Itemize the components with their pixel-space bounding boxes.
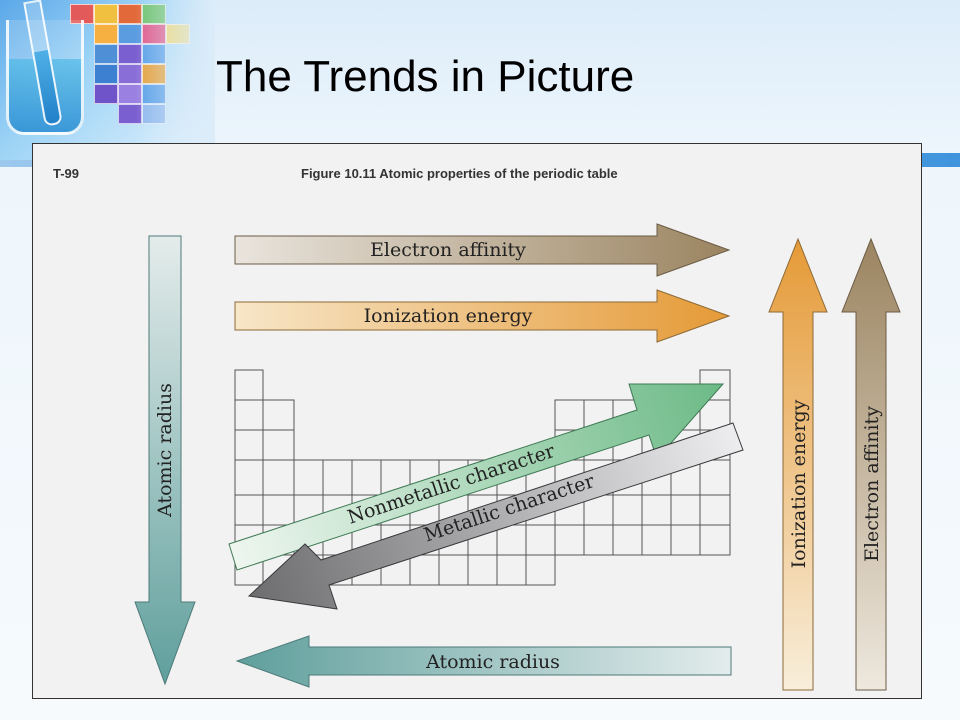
atomic-radius-arrow-horizontal: Atomic radius <box>235 635 732 688</box>
figure-panel: Electron affinity Ionization energy Atom… <box>32 143 922 699</box>
electron-affinity-arrow-vertical: Electron affinity <box>841 237 901 691</box>
ionization-energy-arrow-horizontal: Ionization energy <box>234 289 731 343</box>
figure-caption: Figure 10.11 Atomic properties of the pe… <box>301 166 618 181</box>
corner-fade <box>135 0 215 160</box>
chemistry-corner-image <box>0 0 215 160</box>
ionization-energy-label: Ionization energy <box>364 305 533 327</box>
atomic-radius-label-vertical: Atomic radius <box>154 383 176 518</box>
slide-title: The Trends in Picture <box>216 52 635 101</box>
atomic-radius-arrow-vertical: Atomic radius <box>134 235 196 686</box>
electron-affinity-label: Electron affinity <box>370 239 526 261</box>
figure-id: T-99 <box>53 166 80 181</box>
electron-affinity-arrow-horizontal: Electron affinity <box>234 223 731 277</box>
electron-affinity-label-vertical: Electron affinity <box>861 406 883 562</box>
atomic-radius-label-horizontal: Atomic radius <box>425 651 560 673</box>
ionization-energy-label-vertical: Ionization energy <box>788 399 810 568</box>
ionization-energy-arrow-vertical: Ionization energy <box>768 237 828 691</box>
periodic-trends-diagram: Electron affinity Ionization energy Atom… <box>134 223 901 691</box>
